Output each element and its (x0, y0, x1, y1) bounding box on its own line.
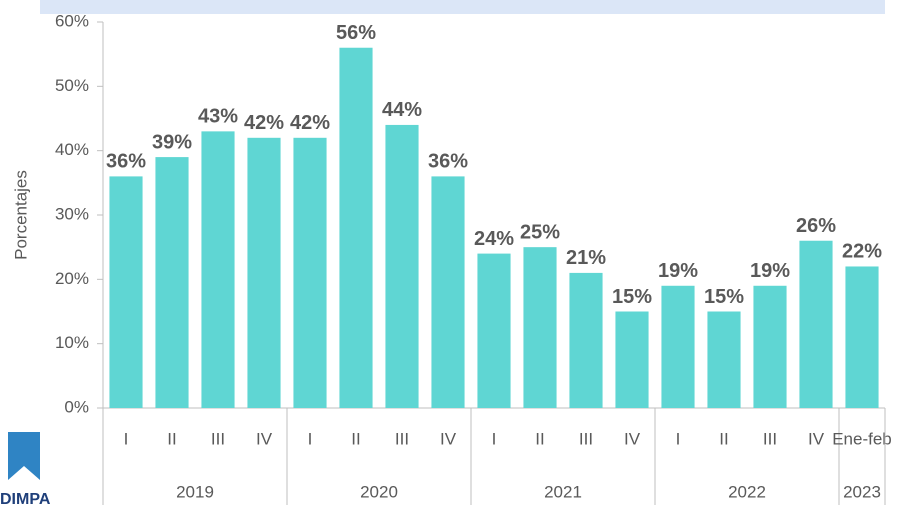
bar (799, 240, 833, 408)
data-label: 43% (198, 106, 238, 128)
y-tick-label: 20% (55, 269, 89, 288)
x-tick-label: II (535, 429, 544, 448)
y-tick-label: 30% (55, 204, 89, 223)
bar (201, 131, 235, 408)
data-label: 24% (474, 228, 514, 250)
y-tick-label: 0% (64, 397, 89, 416)
x-tick-label: Ene-feb (832, 429, 892, 448)
group-label: 2021 (544, 482, 582, 501)
bar (109, 176, 143, 408)
x-tick-label: I (676, 429, 681, 448)
group-label: 2019 (176, 482, 214, 501)
data-label: 19% (750, 260, 790, 282)
logo-icon (8, 432, 40, 480)
bar (845, 266, 879, 408)
x-tick-label: IV (256, 429, 273, 448)
data-label: 15% (612, 286, 652, 308)
y-tick-label: 40% (55, 140, 89, 159)
x-tick-label: III (763, 429, 777, 448)
y-tick-label: 50% (55, 76, 89, 95)
x-tick-label: IV (440, 429, 457, 448)
bar (661, 285, 695, 408)
bar (247, 137, 281, 409)
bar (477, 253, 511, 408)
x-tick-label: III (579, 429, 593, 448)
logo-text: DIMPA (0, 491, 51, 505)
group-label: 2023 (843, 482, 881, 501)
data-label: 15% (704, 286, 744, 308)
data-label: 19% (658, 260, 698, 282)
bar (431, 176, 465, 408)
data-label: 22% (842, 241, 882, 263)
x-tick-label: I (124, 429, 129, 448)
group-label: 2022 (728, 482, 766, 501)
bar (753, 285, 787, 408)
y-axis-label: Porcentajes (11, 170, 30, 260)
bar (293, 137, 327, 409)
data-label: 36% (428, 151, 468, 173)
x-tick-label: IV (808, 429, 825, 448)
bar (155, 157, 189, 408)
x-tick-label: III (395, 429, 409, 448)
data-label: 42% (290, 112, 330, 134)
bar (569, 272, 603, 408)
data-label: 42% (244, 112, 284, 134)
header-strip (40, 0, 885, 14)
x-tick-label: I (492, 429, 497, 448)
data-label: 56% (336, 22, 376, 44)
bar (339, 47, 373, 408)
x-tick-label: I (308, 429, 313, 448)
x-tick-label: II (351, 429, 360, 448)
data-label: 26% (796, 215, 836, 237)
data-label: 36% (106, 151, 146, 173)
data-label: 39% (152, 131, 192, 153)
group-label: 2020 (360, 482, 398, 501)
y-tick-label: 10% (55, 333, 89, 352)
data-label: 21% (566, 247, 606, 269)
data-label: 25% (520, 221, 560, 243)
data-label: 44% (382, 99, 422, 121)
y-tick-label: 60% (55, 11, 89, 30)
x-tick-label: II (167, 429, 176, 448)
bar (523, 247, 557, 408)
bar (385, 124, 419, 408)
x-tick-label: II (719, 429, 728, 448)
x-tick-label: IV (624, 429, 641, 448)
x-tick-label: III (211, 429, 225, 448)
bar (707, 311, 741, 408)
bar (615, 311, 649, 408)
